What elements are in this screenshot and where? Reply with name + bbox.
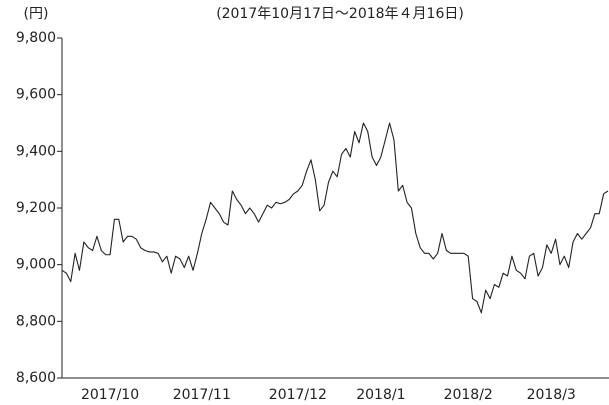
y-tick-label: 9,400 — [16, 143, 56, 159]
x-tick-label: 2018/2 — [444, 387, 493, 403]
chart-title: (2017年10月17日～2018年４月16日) — [216, 6, 464, 22]
x-tick-label: 2017/10 — [81, 387, 139, 403]
x-tick-label: 2018/3 — [527, 387, 576, 403]
x-tick-label: 2017/12 — [269, 387, 327, 403]
y-tick-label: 9,800 — [16, 30, 56, 46]
series-line — [61, 122, 609, 314]
y-tick-label: 8,600 — [16, 370, 56, 386]
x-tick-label: 2018/1 — [356, 387, 405, 403]
y-tick-label: 9,200 — [16, 200, 56, 216]
y-tick-label: 9,600 — [16, 87, 56, 103]
x-tick-label: 2017/11 — [173, 387, 231, 403]
y-unit: (円) — [24, 6, 49, 22]
y-tick-label: 9,000 — [16, 257, 56, 273]
y-tick-label: 8,800 — [16, 313, 56, 329]
